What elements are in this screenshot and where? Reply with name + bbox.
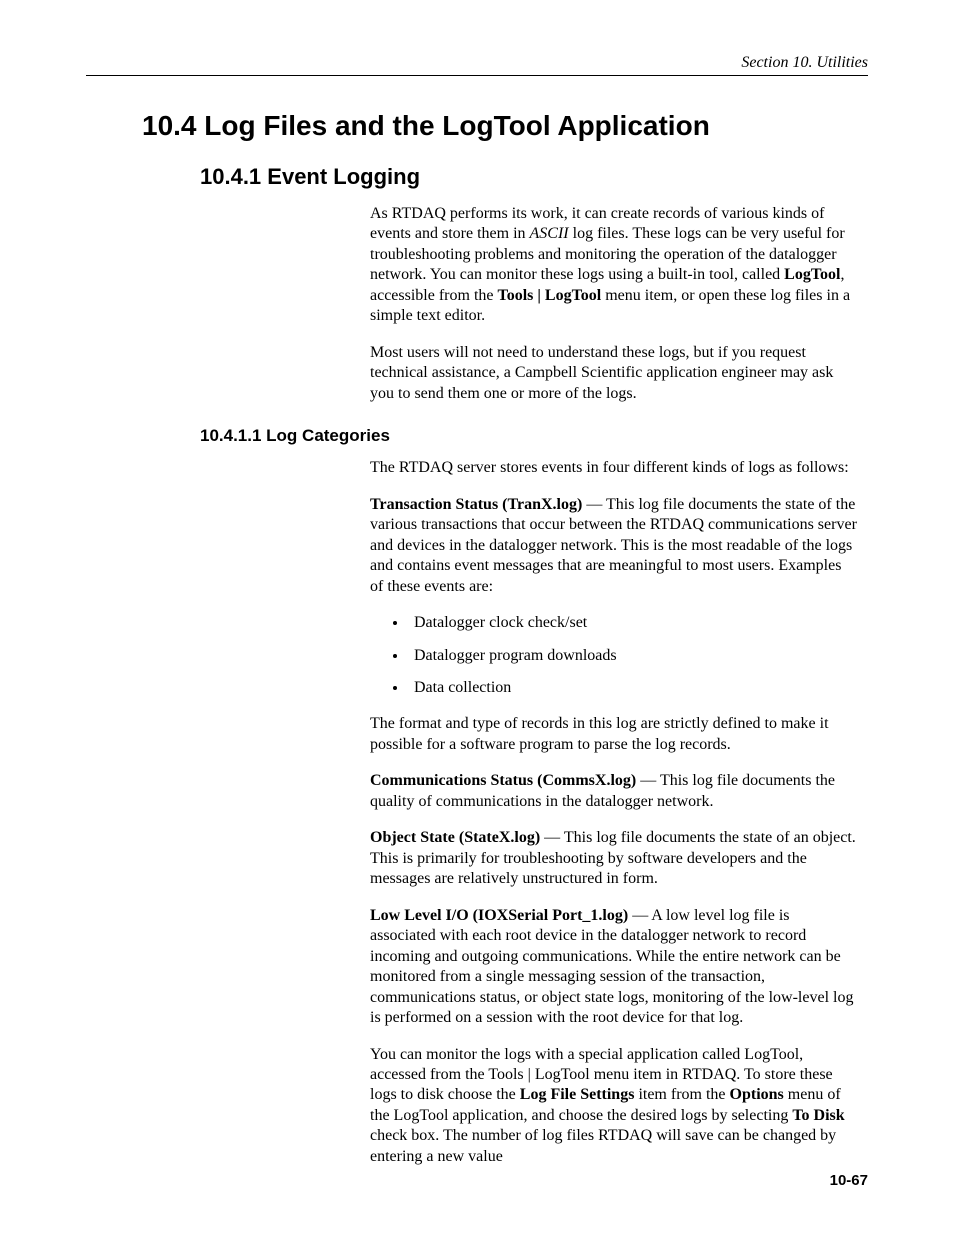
comms-label: Communications Status (CommsX.log) xyxy=(370,772,636,789)
event-bullet-list: Datalogger clock check/set Datalogger pr… xyxy=(370,613,858,698)
running-header: Section 10. Utilities xyxy=(86,54,868,76)
page-number: 10-67 xyxy=(830,1172,868,1189)
low-level-label: Low Level I/O (IOXSerial Port_1.log) xyxy=(370,907,628,924)
monitor-paragraph: You can monitor the logs with a special … xyxy=(370,1045,858,1168)
text-run: item from the xyxy=(634,1086,729,1103)
transaction-paragraph: Transaction Status (TranX.log) — This lo… xyxy=(370,495,858,597)
heading-10-4-1: 10.4.1 Event Logging xyxy=(200,164,868,190)
list-item: Datalogger clock check/set xyxy=(408,613,858,633)
bold-options: Options xyxy=(730,1086,784,1103)
intro-block: As RTDAQ performs its work, it can creat… xyxy=(370,204,858,404)
transaction-label: Transaction Status (TranX.log) xyxy=(370,496,582,513)
heading-10-4: 10.4 Log Files and the LogTool Applicati… xyxy=(142,110,868,142)
low-level-paragraph: Low Level I/O (IOXSerial Port_1.log) — A… xyxy=(370,906,858,1029)
intro-paragraph-1: As RTDAQ performs its work, it can creat… xyxy=(370,204,858,327)
object-state-paragraph: Object State (StateX.log) — This log fil… xyxy=(370,828,858,889)
categories-lead: The RTDAQ server stores events in four d… xyxy=(370,458,858,478)
bold-to-disk: To Disk xyxy=(792,1107,844,1124)
text-run: check box. The number of log files RTDAQ… xyxy=(370,1127,836,1164)
bold-menu-path: Tools | LogTool xyxy=(498,287,602,304)
bold-logtool: LogTool xyxy=(784,266,840,283)
categories-block: The RTDAQ server stores events in four d… xyxy=(370,458,858,1167)
bold-log-file-settings: Log File Settings xyxy=(520,1086,635,1103)
list-item: Datalogger program downloads xyxy=(408,646,858,666)
italic-ascii: ASCII xyxy=(530,225,569,242)
text-run: — A low level log file is associated wit… xyxy=(370,907,853,1026)
heading-10-4-1-1: 10.4.1.1 Log Categories xyxy=(200,426,868,446)
transaction-tail: The format and type of records in this l… xyxy=(370,714,858,755)
comms-paragraph: Communications Status (CommsX.log) — Thi… xyxy=(370,771,858,812)
document-page: Section 10. Utilities 10.4 Log Files and… xyxy=(0,0,954,1235)
list-item: Data collection xyxy=(408,678,858,698)
intro-paragraph-2: Most users will not need to understand t… xyxy=(370,343,858,404)
object-state-label: Object State (StateX.log) xyxy=(370,829,540,846)
